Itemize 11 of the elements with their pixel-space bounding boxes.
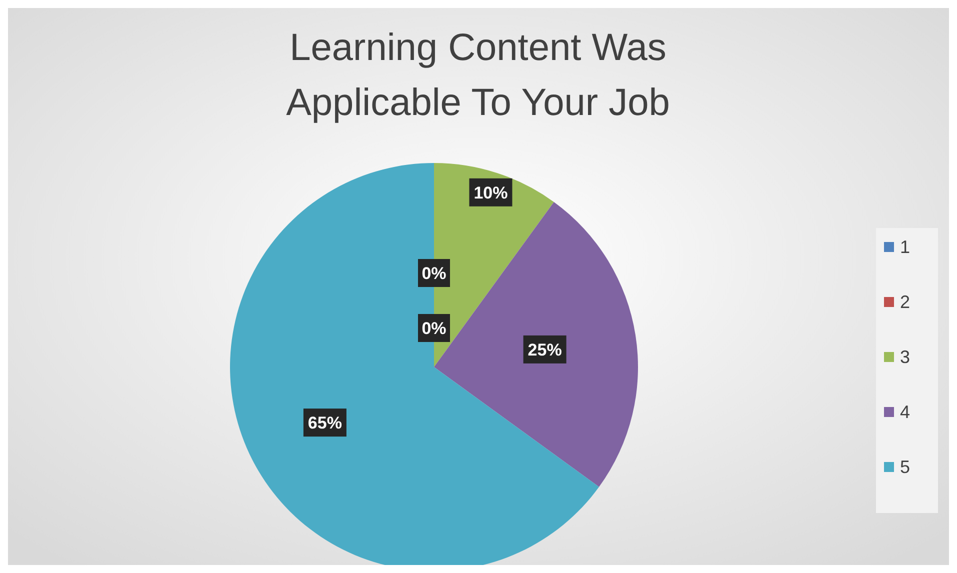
text: 0%: [422, 264, 446, 283]
legend-label: 1: [900, 237, 910, 257]
chart-title: Learning Content Was Applicable To Your Job: [286, 27, 670, 124]
legend-label: 4: [900, 402, 910, 422]
text: 0%: [422, 319, 446, 338]
data-label: 25%: [528, 340, 562, 360]
data-label: 65%: [308, 414, 342, 433]
data-label: 10%: [474, 183, 508, 202]
legend-label: 3: [900, 347, 910, 367]
legend-label: 2: [900, 292, 910, 312]
legend-label: 5: [900, 457, 910, 477]
